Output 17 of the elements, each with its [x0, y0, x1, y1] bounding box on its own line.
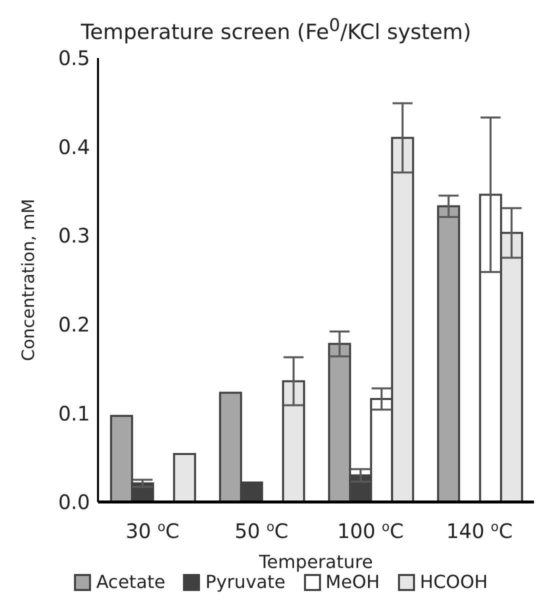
y-tick-label: 0.1 [58, 401, 90, 426]
legend-label: Pyruvate [205, 572, 286, 593]
legend-label: MeOH [326, 572, 380, 593]
x-tick-label: 140 $^{o}$C [446, 519, 513, 543]
x-tick-label: 100 $^{o}$C [337, 519, 404, 543]
legend-label: Acetate [96, 572, 166, 593]
y-tick-label: 0.3 [58, 224, 90, 248]
x-axis-title: Temperature [258, 552, 374, 573]
y-tick-label: 0.2 [58, 312, 90, 336]
legend-label: HCOOH [420, 572, 488, 593]
x-tick-label: 50 $^{o}$C [234, 519, 288, 543]
x-tick-label: 30 $^{o}$C [126, 519, 180, 543]
y-tick-label: 0.0 [58, 490, 90, 514]
chart-title: Temperature screen (Fe$^{0}$/KCl system) [80, 15, 472, 46]
y-tick-label: 0.5 [58, 46, 90, 70]
y-axis-title: Concentration, mM [19, 198, 40, 362]
y-tick-label: 0.4 [58, 134, 90, 159]
